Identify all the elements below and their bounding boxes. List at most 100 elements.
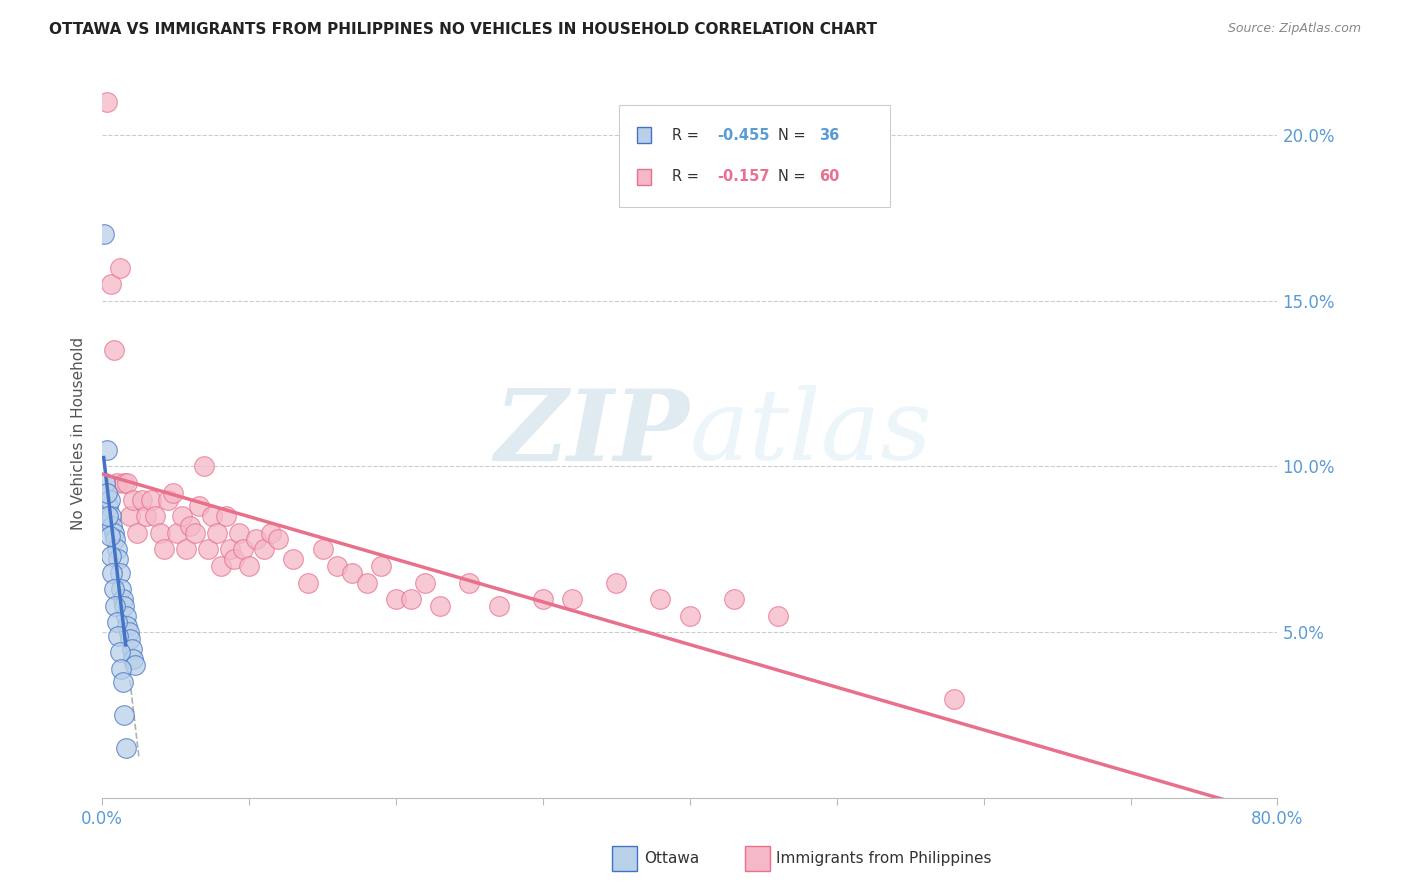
Point <box>98 492 121 507</box>
Point <box>488 599 510 613</box>
Text: N =: N = <box>778 169 810 185</box>
Point <box>188 500 211 514</box>
Point <box>104 533 127 547</box>
Point <box>108 260 131 275</box>
Point <box>101 566 124 580</box>
Point <box>148 525 170 540</box>
Point <box>104 599 127 613</box>
Text: atlas: atlas <box>690 385 932 481</box>
Point <box>139 492 162 507</box>
Point <box>650 592 672 607</box>
Point <box>157 492 180 507</box>
Point <box>679 608 702 623</box>
Point <box>94 476 117 491</box>
Text: ZIP: ZIP <box>495 385 690 482</box>
Point <box>122 652 145 666</box>
Point <box>111 592 134 607</box>
Point <box>166 525 188 540</box>
Point <box>105 476 128 491</box>
Text: R =: R = <box>672 128 703 143</box>
Point <box>131 492 153 507</box>
Point <box>385 592 408 607</box>
Text: R =: R = <box>672 169 703 185</box>
Point <box>101 519 124 533</box>
Point <box>121 641 143 656</box>
Point <box>311 542 333 557</box>
Point <box>112 599 135 613</box>
Point <box>118 625 141 640</box>
Point <box>96 486 118 500</box>
Point <box>184 525 207 540</box>
Point <box>605 575 627 590</box>
Text: -0.455: -0.455 <box>717 128 769 143</box>
Point <box>429 599 451 613</box>
Point <box>214 509 236 524</box>
Point <box>224 552 246 566</box>
Point <box>232 542 254 557</box>
Point <box>228 525 250 540</box>
Point <box>415 575 437 590</box>
Point <box>201 509 224 524</box>
Point <box>98 529 121 543</box>
Point <box>238 559 260 574</box>
Point <box>197 542 219 557</box>
Point <box>120 632 142 646</box>
Point <box>93 227 115 242</box>
Point <box>97 500 120 514</box>
Point <box>96 442 118 457</box>
Point <box>122 492 145 507</box>
Point <box>103 343 125 358</box>
Point <box>100 549 122 563</box>
Point <box>174 542 197 557</box>
Text: 36: 36 <box>820 128 839 143</box>
Point <box>96 95 118 109</box>
Text: Immigrants from Philippines: Immigrants from Philippines <box>776 851 991 865</box>
Point <box>170 509 193 524</box>
Point <box>114 741 136 756</box>
Point <box>162 486 184 500</box>
Point <box>267 533 290 547</box>
Point <box>205 525 228 540</box>
Point <box>399 592 422 607</box>
Point <box>103 582 125 597</box>
Point <box>107 629 129 643</box>
Point <box>723 592 745 607</box>
Point <box>97 509 120 524</box>
Point <box>340 566 363 580</box>
Point <box>127 525 149 540</box>
Point <box>112 708 135 723</box>
Point <box>100 509 122 524</box>
Point <box>143 509 166 524</box>
Point <box>153 542 176 557</box>
Point <box>120 509 142 524</box>
Point <box>111 675 134 690</box>
Point <box>135 509 157 524</box>
Bar <box>637 169 651 185</box>
Point <box>114 608 136 623</box>
Point <box>219 542 242 557</box>
Point <box>115 618 138 632</box>
Text: -0.157: -0.157 <box>717 169 769 185</box>
Point <box>112 476 135 491</box>
Text: 60: 60 <box>820 169 839 185</box>
Point <box>107 552 129 566</box>
Point <box>370 559 392 574</box>
Point <box>561 592 583 607</box>
Point <box>245 533 267 547</box>
Point <box>110 662 132 676</box>
Point <box>326 559 349 574</box>
Point <box>115 476 138 491</box>
Point <box>103 525 125 540</box>
Text: N =: N = <box>778 128 810 143</box>
Point <box>356 575 378 590</box>
Point <box>458 575 481 590</box>
Point <box>124 658 146 673</box>
Bar <box>637 128 651 144</box>
Point <box>943 691 966 706</box>
Point <box>108 566 131 580</box>
FancyBboxPatch shape <box>619 105 890 207</box>
Point <box>105 542 128 557</box>
Text: OTTAWA VS IMMIGRANTS FROM PHILIPPINES NO VEHICLES IN HOUSEHOLD CORRELATION CHART: OTTAWA VS IMMIGRANTS FROM PHILIPPINES NO… <box>49 22 877 37</box>
Point <box>297 575 319 590</box>
Point <box>100 277 122 291</box>
